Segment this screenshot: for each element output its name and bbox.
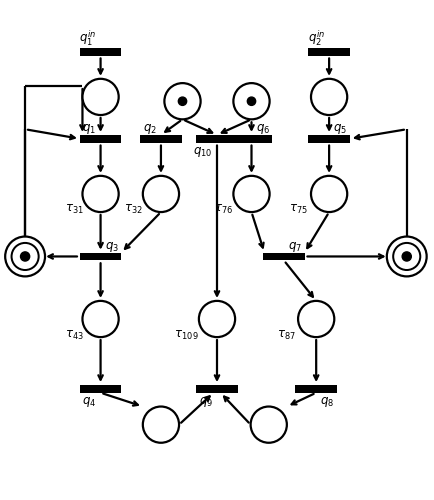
- Circle shape: [143, 176, 179, 212]
- Circle shape: [199, 301, 235, 337]
- Bar: [80, 135, 121, 142]
- Circle shape: [311, 79, 347, 115]
- Bar: [196, 135, 238, 142]
- Circle shape: [5, 236, 45, 277]
- Text: $q_4$: $q_4$: [82, 395, 96, 409]
- Circle shape: [247, 97, 256, 106]
- Text: $q_2^{in}$: $q_2^{in}$: [308, 29, 325, 48]
- Text: $q_9$: $q_9$: [199, 395, 213, 409]
- Circle shape: [251, 406, 287, 443]
- Text: $q_1$: $q_1$: [82, 122, 96, 136]
- Circle shape: [233, 83, 270, 120]
- Text: $\tau_{76}$: $\tau_{76}$: [214, 203, 233, 216]
- Circle shape: [402, 252, 411, 261]
- Bar: [231, 135, 272, 142]
- Text: $\tau_{75}$: $\tau_{75}$: [289, 203, 308, 216]
- Text: $q_{10}$: $q_{10}$: [194, 144, 213, 158]
- Bar: [309, 48, 350, 56]
- Bar: [296, 385, 337, 392]
- Circle shape: [82, 176, 118, 212]
- Bar: [140, 135, 182, 142]
- Circle shape: [20, 252, 30, 261]
- Circle shape: [143, 406, 179, 443]
- Circle shape: [233, 176, 270, 212]
- Bar: [309, 135, 350, 142]
- Text: $q_7$: $q_7$: [288, 240, 302, 254]
- Text: $\tau_{87}$: $\tau_{87}$: [276, 328, 295, 342]
- Circle shape: [298, 301, 334, 337]
- Text: $\tau_{43}$: $\tau_{43}$: [65, 328, 84, 342]
- Text: $\tau_{32}$: $\tau_{32}$: [124, 203, 143, 216]
- Bar: [80, 252, 121, 260]
- Text: $q_8$: $q_8$: [320, 395, 335, 409]
- Bar: [80, 48, 121, 56]
- Text: $q_6$: $q_6$: [256, 122, 270, 136]
- Bar: [263, 252, 305, 260]
- Text: $\tau_{10\,9}$: $\tau_{10\,9}$: [174, 328, 199, 342]
- Bar: [80, 385, 121, 392]
- Text: $q_3$: $q_3$: [105, 240, 119, 254]
- Text: $q_2$: $q_2$: [143, 122, 157, 136]
- Circle shape: [164, 83, 201, 120]
- Circle shape: [82, 301, 118, 337]
- Circle shape: [178, 97, 187, 106]
- Text: $\tau_{31}$: $\tau_{31}$: [65, 203, 84, 216]
- Circle shape: [311, 176, 347, 212]
- Bar: [196, 385, 238, 392]
- Circle shape: [387, 236, 427, 277]
- Circle shape: [82, 79, 118, 115]
- Text: $q_5$: $q_5$: [333, 122, 347, 136]
- Text: $q_1^{in}$: $q_1^{in}$: [79, 29, 96, 48]
